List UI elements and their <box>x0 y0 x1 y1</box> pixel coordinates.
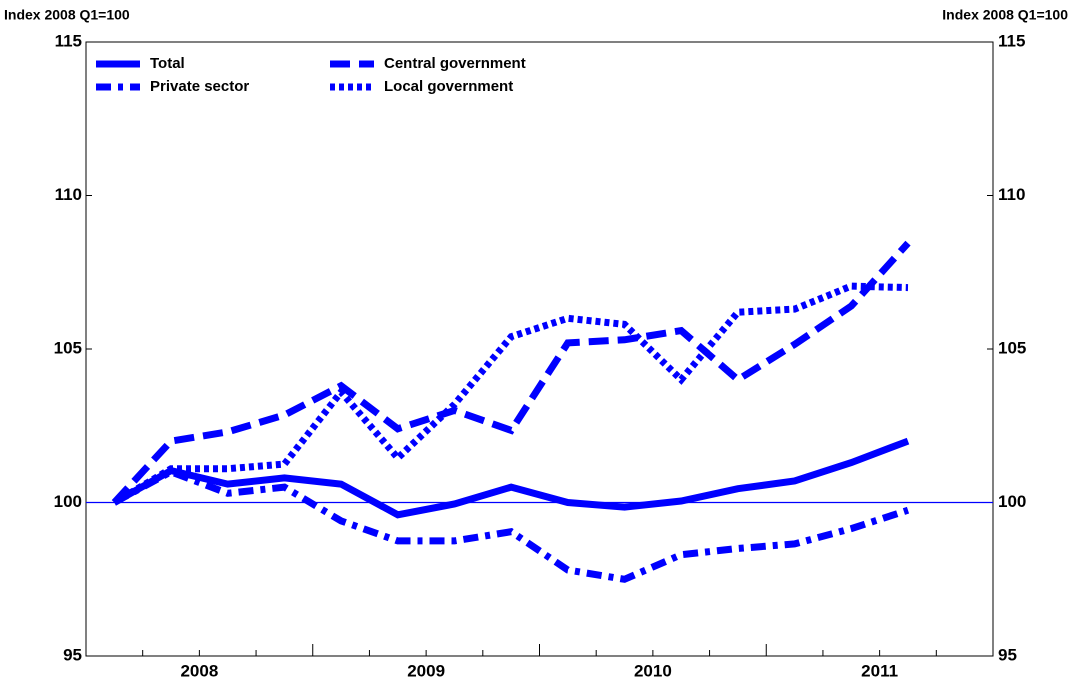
x-tick-label: 2011 <box>861 661 898 680</box>
y2-tick-label: 95 <box>998 645 1017 664</box>
y2-tick-label: 110 <box>998 185 1025 204</box>
legend-label: Central government <box>384 55 526 72</box>
legend-label: Total <box>150 55 185 72</box>
x-tick-label: 2010 <box>634 661 672 680</box>
y2-tick-label: 105 <box>998 338 1026 357</box>
x-tick-label: 2009 <box>407 661 445 680</box>
y-tick-label: 105 <box>54 338 82 357</box>
y2-axis-label: Index 2008 Q1=100 <box>942 7 1068 23</box>
y2-tick-label: 100 <box>998 492 1026 511</box>
x-tick-label: 2008 <box>180 661 218 680</box>
plot-frame <box>85 41 994 657</box>
series-line <box>112 437 910 519</box>
series-line <box>112 282 909 506</box>
series-line <box>111 240 911 505</box>
series-line <box>112 467 910 583</box>
legend-label: Private sector <box>150 78 249 95</box>
y-tick-label: 115 <box>55 31 82 50</box>
y2-tick-label: 115 <box>998 31 1025 50</box>
y-tick-label: 110 <box>55 185 82 204</box>
y-tick-label: 95 <box>63 645 82 664</box>
y-axis-label: Index 2008 Q1=100 <box>4 7 130 23</box>
y-tick-label: 100 <box>54 492 82 511</box>
legend-label: Local government <box>384 78 513 95</box>
